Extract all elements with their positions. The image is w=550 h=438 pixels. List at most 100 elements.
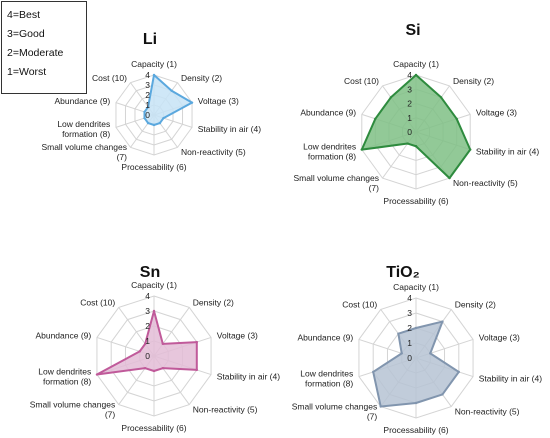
data-point-processability-6 [414, 145, 418, 148]
data-point-low-dendrites-formation-8 [143, 116, 146, 120]
axis-label-non-reactivity-5: Non-reactivity (5) [193, 404, 258, 414]
legend-line-best: 4=Best [7, 9, 40, 21]
tick-label-3: 3 [407, 84, 412, 94]
tick-label-0: 0 [145, 110, 150, 120]
data-point-stability-in-air-4 [457, 370, 460, 374]
tick-label-0: 0 [407, 127, 412, 137]
axis-label-stability-in-air-4: Stability in air (4) [198, 124, 261, 134]
axis-label-capacity-1: Capacity (1) [393, 282, 439, 292]
axis-label-small-volume-changes-7: Small volume changes (7) [41, 142, 127, 162]
data-point-non-reactivity-5 [441, 393, 444, 396]
axis-label-abundance-9: Abundance (9) [297, 333, 353, 343]
data-point-capacity-1 [414, 73, 418, 77]
tick-label-2: 2 [407, 323, 412, 333]
axis-label-non-reactivity-5: Non-reactivity (5) [181, 147, 246, 157]
data-point-voltage-3 [190, 101, 194, 104]
tick-label-4: 4 [407, 70, 412, 80]
chart-title-tio: TiO₂ [386, 264, 419, 281]
data-area-tio [372, 320, 460, 408]
tick-label-1: 1 [407, 113, 412, 123]
data-point-stability-in-air-4 [162, 116, 165, 120]
tick-label-4: 4 [145, 70, 150, 80]
data-point-processability-6 [414, 401, 418, 405]
axis-label-small-volume-changes-7: Small volume changes (7) [293, 173, 379, 193]
tick-label-0: 0 [145, 351, 150, 361]
data-point-cost-10 [146, 105, 150, 109]
radar-chart-tio: 4 3 2 1 0 Capacity (1) Density (2) Voltage (3) S… [292, 264, 543, 435]
axis-label-abundance-9: Abundance (9) [35, 331, 91, 341]
data-point-stability-in-air-4 [469, 148, 472, 151]
tick-label-2: 2 [145, 90, 150, 100]
axis-label-small-volume-changes-7: Small volume changes (7) [30, 399, 116, 419]
axis-label-capacity-1: Capacity (1) [131, 280, 177, 290]
score-legend-box: 4=Best 3=Good 2=Moderate 1=Worst [1, 1, 87, 94]
axis-label-processability-6: Processability (6) [383, 425, 448, 435]
axis-label-stability-in-air-4: Stability in air (4) [217, 371, 280, 381]
data-point-density-2 [170, 89, 173, 92]
axis-label-small-volume-changes-7: Small volume changes (7) [292, 401, 378, 421]
legend-line-moderate: 2=Moderate [7, 47, 64, 59]
data-point-processability-6 [152, 123, 156, 127]
data-point-small-volume-changes-7 [146, 121, 150, 125]
axis-label-low-dendrites-formation-8: Low dendrites formation (8) [300, 368, 353, 388]
data-point-voltage-3 [429, 352, 432, 355]
data-point-cost-10 [389, 96, 393, 99]
axis-label-density-2: Density (2) [455, 300, 496, 310]
data-point-abundance-9 [143, 110, 146, 114]
tick-label-0: 0 [407, 353, 412, 363]
axis-label-low-dendrites-formation-8: Low dendrites formation (8) [57, 119, 110, 139]
axis-label-capacity-1: Capacity (1) [393, 59, 439, 69]
data-point-voltage-3 [195, 340, 198, 344]
data-point-low-dendrites-formation-8 [95, 373, 99, 376]
axis-label-processability-6: Processability (6) [121, 423, 186, 433]
axis-label-density-2: Density (2) [193, 298, 234, 308]
data-point-abundance-9 [374, 117, 377, 120]
tick-label-4: 4 [145, 291, 150, 301]
data-point-non-reactivity-5 [448, 176, 451, 180]
legend-line-worst: 1=Worst [7, 66, 47, 78]
axis-label-cost-10: Cost (10) [80, 298, 115, 308]
tick-label-3: 3 [407, 308, 412, 318]
data-point-voltage-3 [455, 117, 458, 120]
tick-label-1: 1 [407, 338, 412, 348]
data-point-capacity-1 [152, 309, 156, 313]
axis-label-processability-6: Processability (6) [383, 196, 448, 206]
chart-title-si: Si [405, 22, 420, 39]
data-point-cost-10 [143, 342, 147, 346]
tick-label-3: 3 [145, 80, 150, 90]
data-point-small-volume-changes-7 [406, 142, 409, 145]
legend-line-good: 3=Good [7, 28, 45, 40]
axis-label-non-reactivity-5: Non-reactivity (5) [453, 178, 518, 188]
tick-label-4: 4 [407, 293, 412, 303]
axis-label-density-2: Density (2) [181, 73, 222, 83]
axis-label-stability-in-air-4: Stability in air (4) [479, 373, 542, 383]
data-point-non-reactivity-5 [161, 366, 165, 370]
tick-label-2: 2 [407, 99, 412, 109]
axis-label-voltage-3: Voltage (3) [198, 96, 239, 106]
data-point-capacity-1 [152, 73, 156, 77]
data-point-stability-in-air-4 [195, 368, 198, 372]
radar-chart-si: 4 3 2 1 0 Capacity (1) Density (2) Voltage (3) S… [293, 22, 539, 206]
axis-label-cost-10: Cost (10) [342, 300, 377, 310]
axis-label-abundance-9: Abundance (9) [54, 96, 110, 106]
data-point-small-volume-changes-7 [379, 405, 382, 408]
tick-label-3: 3 [145, 306, 150, 316]
axis-label-cost-10: Cost (10) [92, 73, 127, 83]
data-point-low-dendrites-formation-8 [372, 370, 375, 374]
data-point-small-volume-changes-7 [143, 366, 147, 370]
chart-title-li: Li [143, 31, 157, 48]
data-point-density-2 [439, 96, 443, 99]
axis-label-density-2: Density (2) [453, 76, 494, 86]
axis-label-processability-6: Processability (6) [121, 162, 186, 172]
axis-label-voltage-3: Voltage (3) [476, 108, 517, 118]
data-point-low-dendrites-formation-8 [360, 148, 363, 151]
axis-label-non-reactivity-5: Non-reactivity (5) [455, 406, 520, 416]
data-point-abundance-9 [138, 350, 141, 353]
axis-label-low-dendrites-formation-8: Low dendrites formation (8) [303, 141, 356, 161]
data-point-processability-6 [152, 369, 156, 373]
axis-label-capacity-1: Capacity (1) [131, 59, 177, 69]
tick-label-1: 1 [145, 336, 150, 346]
data-point-cost-10 [397, 332, 400, 335]
